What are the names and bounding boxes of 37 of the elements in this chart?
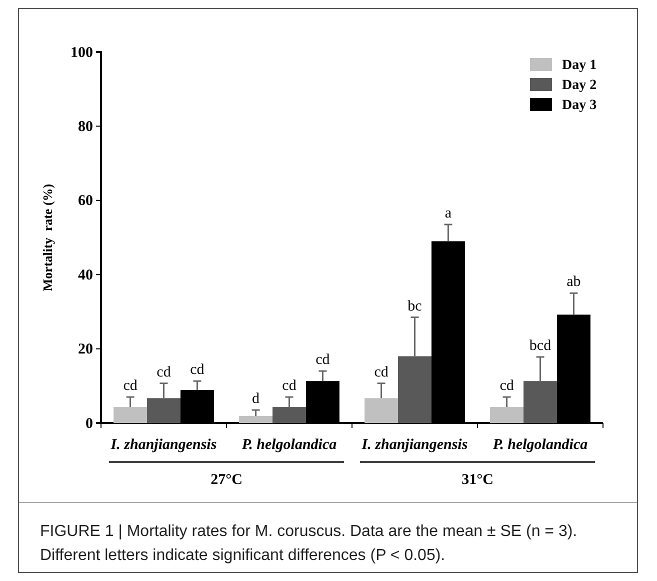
data-label: cd xyxy=(156,364,172,380)
y-tick-label: 80 xyxy=(78,119,93,135)
data-label: cd xyxy=(374,364,389,380)
data-label: bc xyxy=(408,298,422,314)
caption: FIGURE 1 | Mortality rates for M. coruscus. Data are the mean ± SE (n = 3). Different letters indicate significant differences (P < 0.05). xyxy=(40,522,578,566)
data-label: d xyxy=(252,391,260,408)
data-label: cd xyxy=(500,378,514,394)
data-label: ab xyxy=(566,274,581,290)
data-label: a xyxy=(444,206,452,222)
text: 27°C xyxy=(210,472,242,488)
legend-label: Day 3 xyxy=(562,98,597,113)
y-tick-label: 0 xyxy=(86,416,93,432)
y-tick-label: 60 xyxy=(78,193,93,210)
bar xyxy=(398,356,432,423)
bar xyxy=(490,407,524,423)
x-tick-label: P. helgolandica xyxy=(492,437,588,453)
bar xyxy=(114,407,148,423)
data-label: cd xyxy=(316,352,330,368)
bar xyxy=(524,381,557,423)
legend-label: Day 2 xyxy=(562,78,597,93)
x-tick-label: P. helgolandica xyxy=(242,437,338,453)
legend-label: Day 1 xyxy=(562,58,597,73)
data-label: bcd xyxy=(529,338,552,354)
x-tick-label: I. zhanjiangensis xyxy=(110,437,217,453)
bar xyxy=(239,416,273,423)
data-label: cd xyxy=(123,378,138,394)
bar xyxy=(147,398,180,423)
x-tick-label: I. zhanjiangensis xyxy=(360,437,468,453)
y-tick-label: 100 xyxy=(70,44,93,61)
data-label: cd xyxy=(190,362,205,378)
data-label: cd xyxy=(282,378,297,394)
y-tick-label: 20 xyxy=(78,342,93,358)
bar xyxy=(272,407,306,423)
y-tick-label: 40 xyxy=(78,267,93,284)
bar xyxy=(364,398,398,423)
text: 31°C xyxy=(462,472,494,488)
y-axis-title: Mortality rate (%) xyxy=(40,184,55,292)
